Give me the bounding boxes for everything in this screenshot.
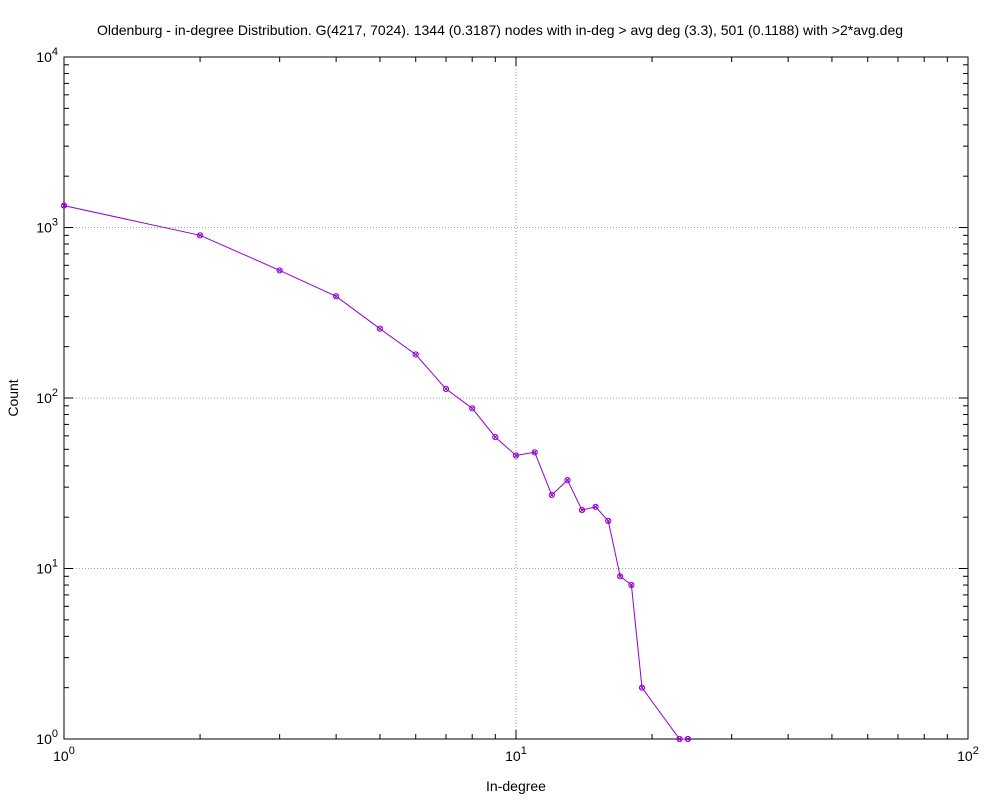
point-marker-cross	[377, 326, 383, 332]
series-line	[63, 205, 688, 740]
point-marker-cross	[61, 203, 67, 208]
point-marker-cross	[413, 352, 419, 357]
y-tick-label: 101	[36, 558, 58, 577]
data-point	[276, 267, 283, 274]
point-marker-circle	[333, 293, 340, 300]
point-marker-cross	[469, 405, 475, 411]
point-marker-circle	[605, 517, 612, 525]
point-marker-circle	[617, 573, 624, 580]
data-point	[628, 581, 635, 589]
tick-labels: 100 101 102 100 101 102 103 104	[36, 46, 979, 764]
y-tick-label: 103	[36, 217, 58, 236]
point-marker-cross	[492, 434, 498, 440]
data-point	[548, 491, 555, 499]
y-tick-label: 104	[36, 46, 58, 65]
point-marker-cross	[579, 507, 585, 513]
point-marker-cross	[513, 453, 519, 458]
point-marker-circle	[492, 433, 499, 441]
point-marker-circle	[676, 735, 683, 743]
data-point	[638, 684, 646, 691]
data-point	[492, 433, 499, 441]
x-tick-label: 100	[53, 745, 75, 764]
data-point	[60, 202, 68, 209]
point-marker-circle	[578, 507, 586, 514]
plot-frame	[63, 56, 969, 740]
data-point	[412, 351, 419, 358]
point-marker-circle	[376, 325, 384, 332]
data-point	[531, 449, 538, 456]
data-point	[442, 385, 450, 393]
x-tick-label: 101	[505, 745, 527, 764]
point-marker-cross	[549, 492, 555, 498]
data-point	[684, 735, 691, 743]
x-axis-label: In-degree	[486, 778, 546, 794]
chart-title: Oldenburg - in-degree Distribution. G(42…	[97, 22, 903, 38]
point-marker-circle	[442, 385, 450, 393]
point-marker-cross	[277, 268, 283, 273]
point-marker-cross	[639, 685, 645, 691]
point-marker-cross	[593, 504, 598, 510]
point-marker-cross	[617, 573, 623, 579]
point-marker-circle	[592, 503, 599, 510]
data-point	[617, 573, 624, 580]
data-point	[564, 476, 571, 484]
point-marker-cross	[565, 477, 570, 483]
point-marker-circle	[60, 202, 68, 209]
point-marker-circle	[548, 491, 555, 499]
point-marker-circle	[684, 735, 691, 743]
point-marker-cross	[443, 386, 449, 392]
data-point	[605, 517, 612, 525]
data-point	[512, 452, 520, 459]
data-point	[592, 503, 599, 510]
point-marker-cross	[532, 449, 538, 455]
data-point	[333, 293, 340, 300]
point-marker-circle	[412, 351, 419, 358]
point-marker-cross	[605, 518, 611, 524]
point-marker-cross	[685, 736, 691, 742]
data-point	[196, 232, 204, 239]
point-marker-cross	[333, 293, 339, 299]
point-marker-circle	[512, 452, 520, 459]
y-tick-label: 102	[36, 387, 58, 406]
point-marker-circle	[276, 267, 283, 274]
point-marker-circle	[531, 449, 538, 456]
data-point	[376, 325, 384, 332]
data-point	[469, 405, 476, 412]
point-marker-cross	[677, 736, 682, 742]
data-series	[60, 202, 691, 743]
grid-lines	[64, 57, 968, 739]
point-marker-circle	[628, 581, 635, 589]
point-marker-circle	[564, 476, 571, 484]
x-tick-label: 102	[957, 745, 979, 764]
point-marker-cross	[197, 232, 203, 238]
y-axis-label: Count	[5, 379, 21, 416]
point-marker-circle	[196, 232, 204, 239]
point-marker-cross	[629, 582, 634, 588]
y-tick-label: 100	[36, 728, 58, 747]
point-marker-circle	[469, 405, 476, 412]
point-marker-circle	[638, 684, 646, 691]
data-point	[578, 507, 586, 514]
data-point	[676, 735, 683, 743]
